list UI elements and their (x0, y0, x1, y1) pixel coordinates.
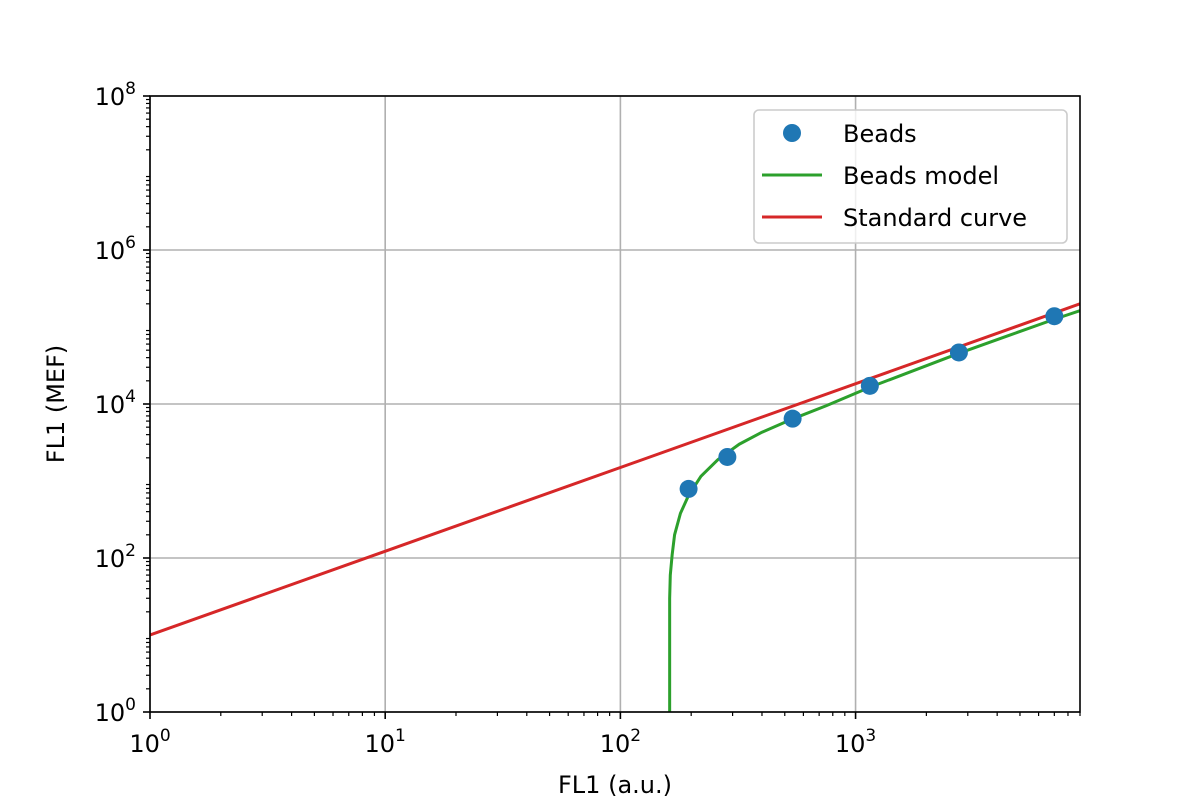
x-tick-exp: 1 (395, 726, 406, 746)
data-point (679, 479, 698, 498)
y-tick-label: 102 (95, 541, 136, 573)
x-tick-exp: 2 (630, 726, 641, 746)
x-tick-exp: 3 (865, 726, 876, 746)
y-tick-base: 10 (95, 391, 126, 419)
legend: Beads Beads model Standard curve (753, 109, 1068, 244)
x-tick-label: 103 (835, 726, 876, 758)
x-tick-base: 10 (129, 730, 160, 758)
y-tick-base: 10 (95, 237, 126, 265)
y-axis-title: FL1 (MEF) (42, 345, 70, 463)
y-tick-label: 104 (95, 387, 136, 419)
y-tick-label: 106 (95, 233, 136, 265)
x-tick-label: 100 (129, 726, 170, 758)
x-tick-base: 10 (835, 730, 866, 758)
data-layer (150, 302, 1080, 712)
y-tick-base: 10 (95, 83, 126, 111)
legend-label-1: Beads model (843, 162, 999, 190)
data-point (718, 447, 737, 466)
y-tick-base: 10 (95, 545, 126, 573)
x-axis-title: FL1 (a.u.) (558, 771, 672, 799)
y-tick-label: 100 (95, 695, 136, 727)
x-tick-exp: 0 (160, 726, 171, 746)
data-point (783, 409, 802, 428)
data-point (860, 376, 879, 395)
y-tick-exp: 6 (125, 233, 136, 253)
x-tick-base: 10 (365, 730, 396, 758)
y-tick-label: 108 (95, 79, 136, 111)
series-line-2 (150, 302, 1080, 637)
x-tick-label: 101 (365, 726, 406, 758)
data-point (1045, 307, 1064, 326)
x-tick-label: 102 (600, 726, 641, 758)
x-tick-base: 10 (600, 730, 631, 758)
y-tick-exp: 0 (125, 695, 136, 715)
y-tick-exp: 8 (125, 79, 136, 99)
y-tick-exp: 4 (125, 387, 136, 407)
legend-marker-0 (783, 124, 801, 142)
legend-frame (753, 109, 1068, 244)
legend-label-0: Beads (843, 120, 917, 148)
legend-label-2: Standard curve (843, 204, 1027, 232)
y-tick-exp: 2 (125, 541, 136, 561)
y-tick-base: 10 (95, 699, 126, 727)
data-point (949, 343, 968, 362)
